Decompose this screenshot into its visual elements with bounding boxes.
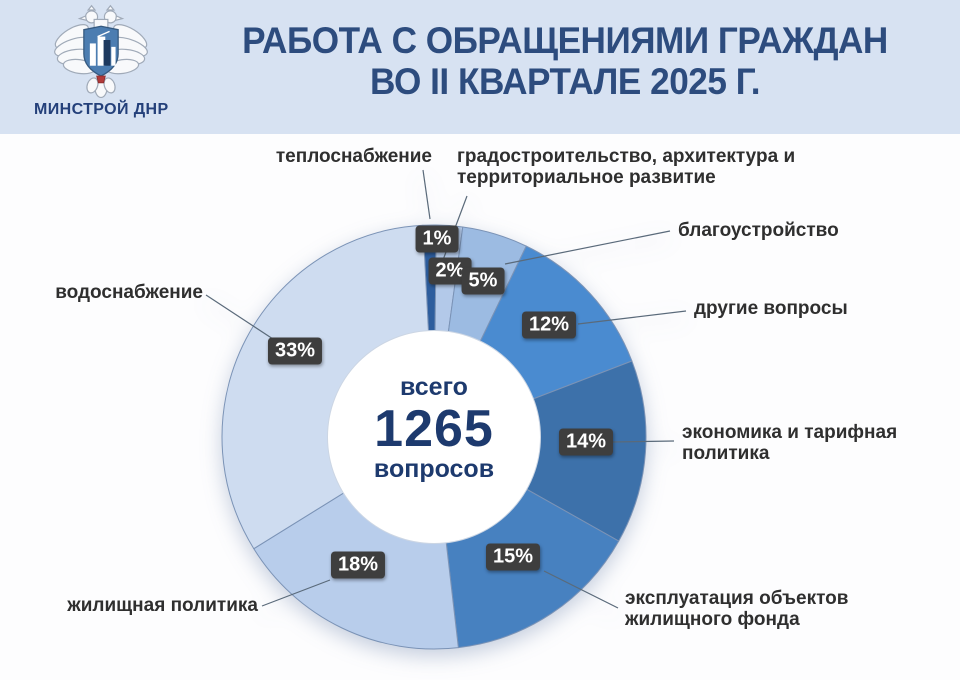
center-label-bottom: вопросов <box>373 455 495 484</box>
center-label-top: всего <box>400 373 468 401</box>
segment-label-4: экономика и тарифная политика <box>682 422 898 465</box>
callout-line <box>422 169 431 220</box>
page-title: РАБОТА С ОБРАЩЕНИЯМИ ГРАЖДАН ВО II КВАРТ… <box>204 20 926 103</box>
segment-label-1: градостроительство, архитектура и террит… <box>457 146 796 189</box>
callout-line <box>577 310 687 325</box>
percent-badge-0: 1% <box>415 225 459 253</box>
callout-line <box>205 294 274 340</box>
chart-center-total: всего 1265 вопросов <box>314 373 554 484</box>
title-line-1: РАБОТА С ОБРАЩЕНИЯМИ ГРАЖДАН <box>242 20 888 61</box>
header: МИНСТРОЙ ДНР РАБОТА С ОБРАЩЕНИЯМИ ГРАЖДА… <box>0 0 960 134</box>
segment-label-3: другие вопросы <box>694 298 848 319</box>
segment-label-5: эксплуатация объектов жилищного фонда <box>625 588 849 631</box>
callout-line <box>504 230 671 265</box>
callout-line <box>543 570 619 609</box>
percent-badge-5: 15% <box>485 543 541 571</box>
percent-badge-2: 5% <box>461 267 505 295</box>
segment-label-0: теплоснабжение <box>275 146 432 167</box>
org-name: МИНСТРОЙ ДНР <box>34 101 169 118</box>
callout-line <box>611 440 675 443</box>
percent-badge-3: 12% <box>521 311 577 339</box>
segment-label-6: жилищная политика <box>67 595 258 616</box>
callout-line <box>261 579 331 607</box>
minstroy-logo: МИНСТРОЙ ДНР <box>34 4 168 119</box>
percent-badge-6: 18% <box>330 551 386 579</box>
minstroy-emblem-icon <box>54 4 148 99</box>
donut-hole <box>327 330 541 544</box>
title-line-2: ВО II КВАРТАЛЕ 2025 Г. <box>369 61 761 103</box>
segment-label-2: благоустройство <box>678 220 839 241</box>
percent-badge-4: 14% <box>558 428 614 456</box>
segment-label-7: водоснабжение <box>55 282 203 303</box>
center-total-value: 1265 <box>374 399 494 458</box>
percent-badge-7: 33% <box>267 337 323 365</box>
